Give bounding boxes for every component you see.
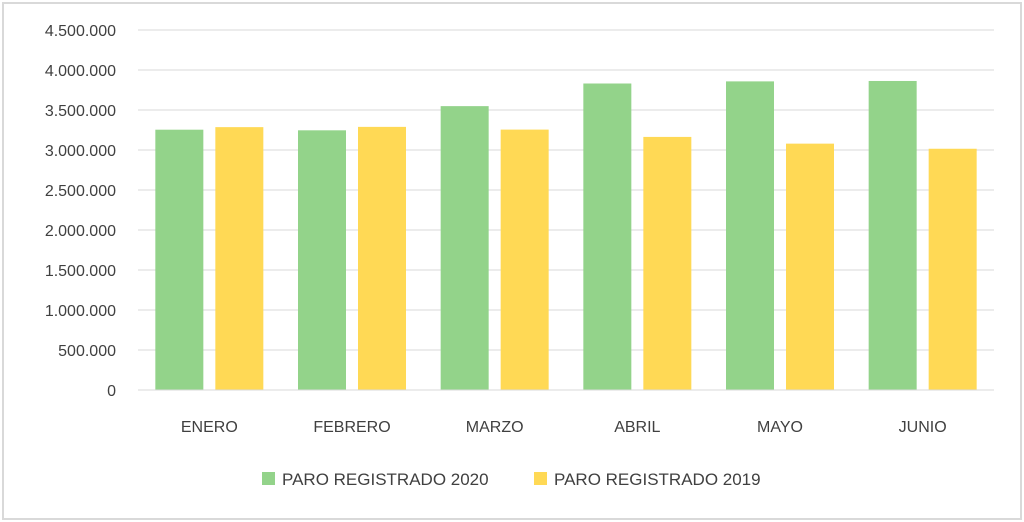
bar-abril-series-2 xyxy=(643,136,692,390)
bar-junio-series-2 xyxy=(928,148,977,390)
y-tick-label: 3.000.000 xyxy=(45,143,116,160)
bar-enero-series-1 xyxy=(155,129,204,390)
y-tick-label: 4.500.000 xyxy=(45,23,116,40)
bar-febrero-series-2 xyxy=(358,126,406,390)
bar-febrero-series-1 xyxy=(298,130,346,391)
x-tick-label: MARZO xyxy=(466,419,524,436)
bar-mayo-series-2 xyxy=(786,143,834,390)
y-tick-label: 0 xyxy=(107,383,116,400)
y-tick-label: 1.500.000 xyxy=(45,263,116,280)
x-tick-label: ENERO xyxy=(181,419,238,436)
y-tick-label: 4.000.000 xyxy=(45,63,116,80)
y-tick-label: 3.500.000 xyxy=(45,103,116,120)
bar-abril-series-1 xyxy=(583,83,632,391)
y-tick-label: 2.500.000 xyxy=(45,183,116,200)
x-tick-label: JUNIO xyxy=(899,419,947,436)
bar-marzo-series-2 xyxy=(500,129,549,391)
bar-enero-series-2 xyxy=(215,127,264,390)
legend-swatch xyxy=(262,472,275,485)
y-tick-label: 1.000.000 xyxy=(45,303,116,320)
bar-mayo-series-1 xyxy=(726,81,774,390)
legend-label: PARO REGISTRADO 2020 xyxy=(282,470,489,489)
bar-marzo-series-1 xyxy=(440,106,489,390)
legend-swatch xyxy=(534,472,547,485)
x-tick-label: ABRIL xyxy=(614,419,660,436)
legend-label: PARO REGISTRADO 2019 xyxy=(554,470,761,489)
x-tick-label: MAYO xyxy=(757,419,803,436)
x-tick-label: FEBRERO xyxy=(313,419,390,436)
y-tick-label: 2.000.000 xyxy=(45,223,116,240)
bar-junio-series-1 xyxy=(868,80,917,390)
y-tick-label: 500.000 xyxy=(58,343,116,360)
